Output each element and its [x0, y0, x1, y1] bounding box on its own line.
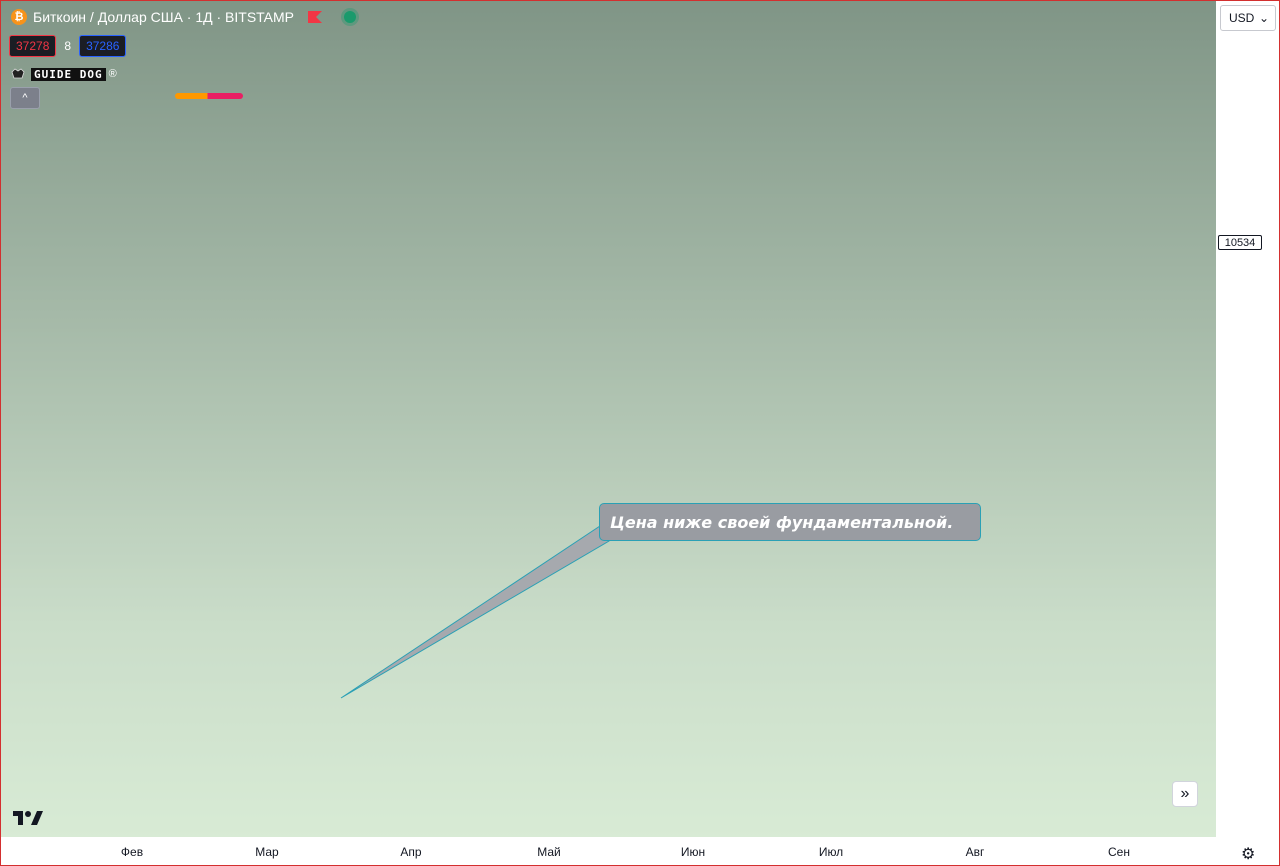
- flag-icon[interactable]: [308, 11, 323, 23]
- time-tick-label: Май: [537, 845, 561, 859]
- bid-ask-panel: 37278 8 37286: [9, 35, 127, 57]
- chart-background: [1, 1, 1216, 837]
- spread-value: 8: [64, 39, 72, 53]
- time-tick-label: Авг: [966, 845, 985, 859]
- market-status-icon[interactable]: [344, 11, 357, 23]
- buy-price-button[interactable]: 37286: [79, 35, 127, 57]
- annotation-text: Цена ниже своей фундаментальной.: [610, 512, 954, 532]
- time-tick-label: Сен: [1108, 845, 1130, 859]
- time-axis-background: [1, 837, 1216, 865]
- currency-value: USD: [1229, 11, 1255, 25]
- annotation-callout[interactable]: Цена ниже своей фундаментальной.: [599, 503, 981, 541]
- indicator-name: GUIDE DOG: [31, 67, 106, 81]
- indicator-legend[interactable]: GUIDE DOG ®: [11, 67, 117, 81]
- sell-price-button[interactable]: 37278: [9, 35, 57, 57]
- scroll-to-realtime-button[interactable]: »: [1172, 781, 1198, 807]
- currency-select[interactable]: USD ⌄: [1220, 5, 1276, 31]
- time-tick-label: Июн: [681, 845, 705, 859]
- time-tick-label: Фев: [121, 845, 143, 859]
- current-price-label: 10534: [1218, 235, 1262, 250]
- bitcoin-icon: ₿: [11, 9, 27, 25]
- settings-gear-icon[interactable]: ⚙: [1241, 846, 1256, 863]
- symbol-header[interactable]: ₿ Биткоин / Доллар США · 1Д · BITSTAMP: [11, 9, 357, 25]
- indicator-loading-bar: [175, 93, 243, 99]
- time-tick-label: Мар: [255, 845, 279, 859]
- tradingview-logo-icon[interactable]: [13, 807, 45, 827]
- price-axis-background: [1216, 1, 1279, 865]
- registered-mark: ®: [108, 68, 117, 80]
- symbol-title[interactable]: Биткоин / Доллар США · 1Д · BITSTAMP: [33, 9, 295, 25]
- dog-logo-icon: [11, 68, 25, 79]
- collapse-legend-button[interactable]: ^: [10, 87, 40, 109]
- time-tick-label: Апр: [400, 845, 422, 859]
- time-tick-label: Июл: [819, 845, 843, 859]
- lower-band-zone: [1, 1, 1216, 837]
- chevron-down-icon: ⌄: [1258, 11, 1269, 25]
